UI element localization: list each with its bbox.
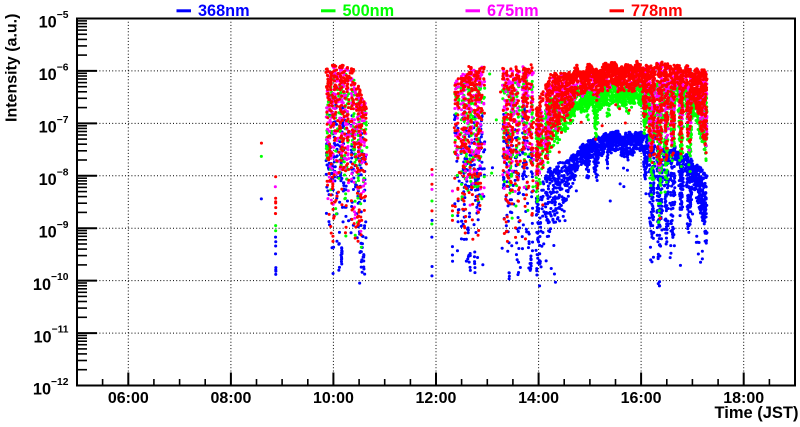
svg-text:12:00: 12:00 [416,390,457,407]
svg-text:18:00: 18:00 [723,390,764,407]
svg-text:10−5: 10−5 [39,10,69,32]
svg-text:10−9: 10−9 [39,220,69,242]
svg-text:500nm: 500nm [343,2,395,20]
svg-text:10−8: 10−8 [39,167,69,189]
svg-text:14:00: 14:00 [518,390,559,407]
svg-text:06:00: 06:00 [108,390,149,407]
svg-text:16:00: 16:00 [621,390,662,407]
svg-text:Intensity (a.u.): Intensity (a.u.) [3,14,20,122]
svg-text:Time (JST): Time (JST) [714,404,798,422]
svg-text:368nm: 368nm [198,2,250,20]
svg-text:10−12: 10−12 [33,377,69,399]
svg-text:10:00: 10:00 [313,390,354,407]
svg-text:10−6: 10−6 [39,63,69,85]
svg-text:778nm: 778nm [631,2,683,20]
svg-text:10−11: 10−11 [33,325,68,347]
svg-text:10−10: 10−10 [33,272,69,294]
svg-text:675nm: 675nm [487,2,539,20]
svg-text:10−7: 10−7 [39,115,69,137]
svg-text:08:00: 08:00 [210,390,251,407]
